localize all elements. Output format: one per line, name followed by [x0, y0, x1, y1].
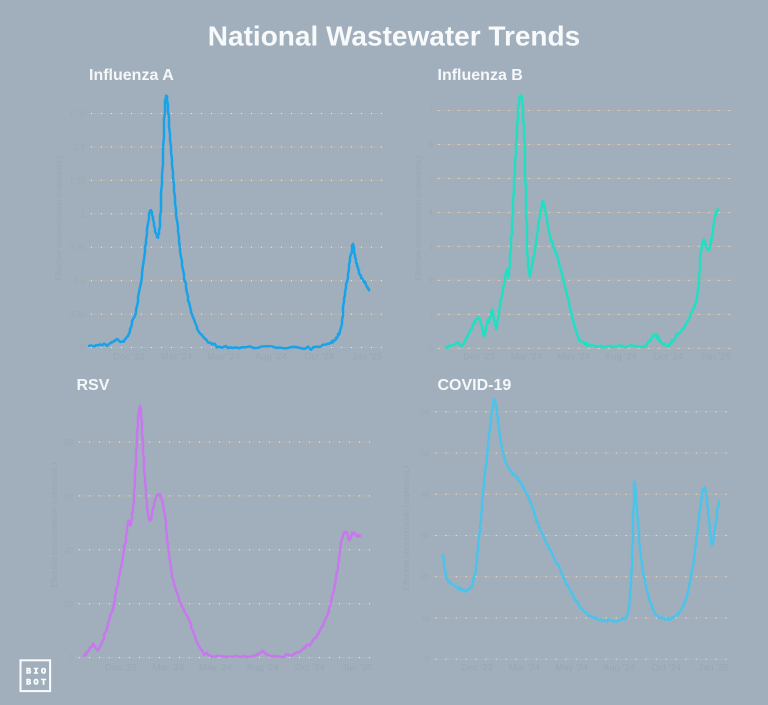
svg-text:5: 5: [429, 175, 434, 184]
svg-text:0: 0: [429, 344, 434, 353]
svg-text:Oct '24: Oct '24: [295, 663, 325, 674]
svg-text:RSV: RSV: [77, 377, 110, 394]
svg-text:Dec '23: Dec '23: [105, 663, 137, 674]
svg-text:2: 2: [429, 276, 434, 285]
svg-text:60: 60: [421, 408, 430, 417]
svg-text:0: 0: [81, 344, 86, 353]
svg-text:Dec '23: Dec '23: [461, 663, 493, 674]
svg-text:3: 3: [429, 242, 434, 251]
svg-text:Effective concentration (copie: Effective concentration (copies/mL): [414, 155, 423, 280]
svg-text:30: 30: [421, 532, 430, 541]
svg-text:Effective concentration (copie: Effective concentration (copies/mL): [402, 465, 411, 590]
svg-text:60: 60: [64, 492, 73, 501]
svg-text:7: 7: [429, 107, 434, 116]
svg-text:0.75: 0.75: [69, 243, 85, 252]
svg-text:10: 10: [421, 614, 430, 623]
svg-text:Influenza A: Influenza A: [89, 67, 174, 84]
svg-text:May '24: May '24: [199, 663, 232, 674]
svg-text:0.5: 0.5: [74, 277, 86, 286]
svg-text:Jan '25: Jan '25: [698, 663, 728, 674]
svg-text:Effective concentration (copie: Effective concentration (copies/mL): [55, 155, 64, 280]
svg-text:1.25: 1.25: [69, 176, 85, 185]
svg-text:0: 0: [425, 655, 430, 664]
svg-text:Mar '24: Mar '24: [511, 352, 542, 363]
svg-text:May '24: May '24: [207, 352, 240, 363]
svg-text:4: 4: [429, 209, 434, 218]
svg-text:Jan '25: Jan '25: [352, 352, 382, 363]
svg-text:0: 0: [69, 654, 74, 663]
svg-text:BOT: BOT: [26, 678, 49, 688]
svg-text:6: 6: [429, 141, 434, 150]
svg-text:Dec '23: Dec '23: [463, 352, 495, 363]
svg-text:COVID-19: COVID-19: [438, 377, 512, 394]
svg-text:1: 1: [429, 310, 434, 319]
svg-text:Jan '25: Jan '25: [342, 663, 372, 674]
svg-text:0.25: 0.25: [69, 310, 85, 319]
svg-text:Mar '24: Mar '24: [161, 352, 192, 363]
svg-text:May '24: May '24: [557, 352, 590, 363]
svg-text:National Wastewater Trends: National Wastewater Trends: [208, 21, 580, 52]
svg-text:1: 1: [81, 210, 86, 219]
svg-text:BIO: BIO: [26, 667, 49, 677]
svg-text:20: 20: [64, 600, 73, 609]
svg-text:80: 80: [64, 438, 73, 447]
svg-text:1.5: 1.5: [74, 143, 86, 152]
svg-text:50: 50: [421, 449, 430, 458]
svg-text:May '24: May '24: [555, 663, 588, 674]
svg-text:Oct '24: Oct '24: [651, 663, 681, 674]
svg-text:Aug '24: Aug '24: [605, 352, 637, 363]
svg-text:Jan '25: Jan '25: [700, 352, 730, 363]
svg-text:40: 40: [64, 546, 73, 555]
svg-text:Dec '23: Dec '23: [113, 352, 145, 363]
svg-text:Mar '24: Mar '24: [153, 663, 184, 674]
svg-text:Oct '24: Oct '24: [304, 352, 334, 363]
svg-text:Oct '24: Oct '24: [653, 352, 683, 363]
svg-text:1.75: 1.75: [69, 110, 85, 119]
svg-text:Aug '24: Aug '24: [247, 663, 279, 674]
svg-text:20: 20: [421, 573, 430, 582]
svg-text:Influenza B: Influenza B: [438, 67, 523, 84]
svg-text:Effective concentration (copie: Effective concentration (copies/mL): [50, 462, 59, 587]
svg-text:40: 40: [421, 490, 430, 499]
svg-text:Aug '24: Aug '24: [603, 663, 635, 674]
svg-text:Aug '24: Aug '24: [255, 352, 287, 363]
svg-text:Mar '24: Mar '24: [509, 663, 540, 674]
